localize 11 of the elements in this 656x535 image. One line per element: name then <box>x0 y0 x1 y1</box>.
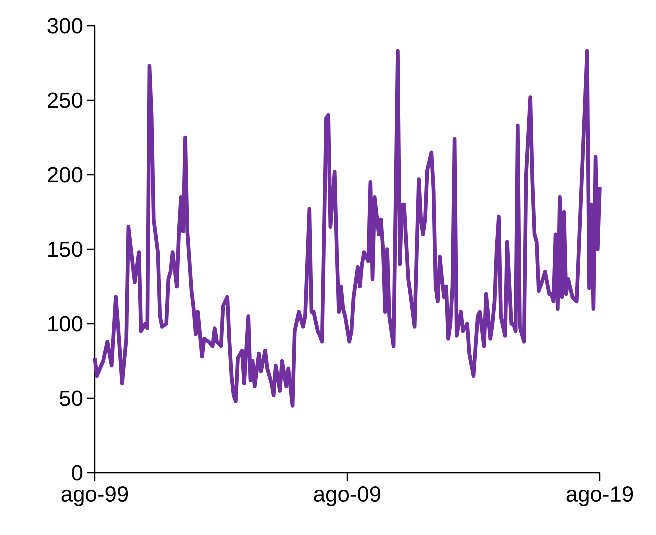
y-tick-label: 250 <box>48 92 83 108</box>
y-tick-label: 50 <box>60 390 83 406</box>
y-tick-label: 150 <box>48 242 83 258</box>
x-tick-label: ago-99 <box>62 486 128 506</box>
y-tick-label: 0 <box>72 465 83 481</box>
x-tick-label: ago-09 <box>314 486 381 506</box>
y-tick-label: 300 <box>48 18 83 34</box>
y-tick-label: 200 <box>48 167 83 183</box>
line-series <box>93 49 602 408</box>
y-tick-label: 100 <box>48 316 83 332</box>
x-tick-label: ago-19 <box>566 486 634 506</box>
